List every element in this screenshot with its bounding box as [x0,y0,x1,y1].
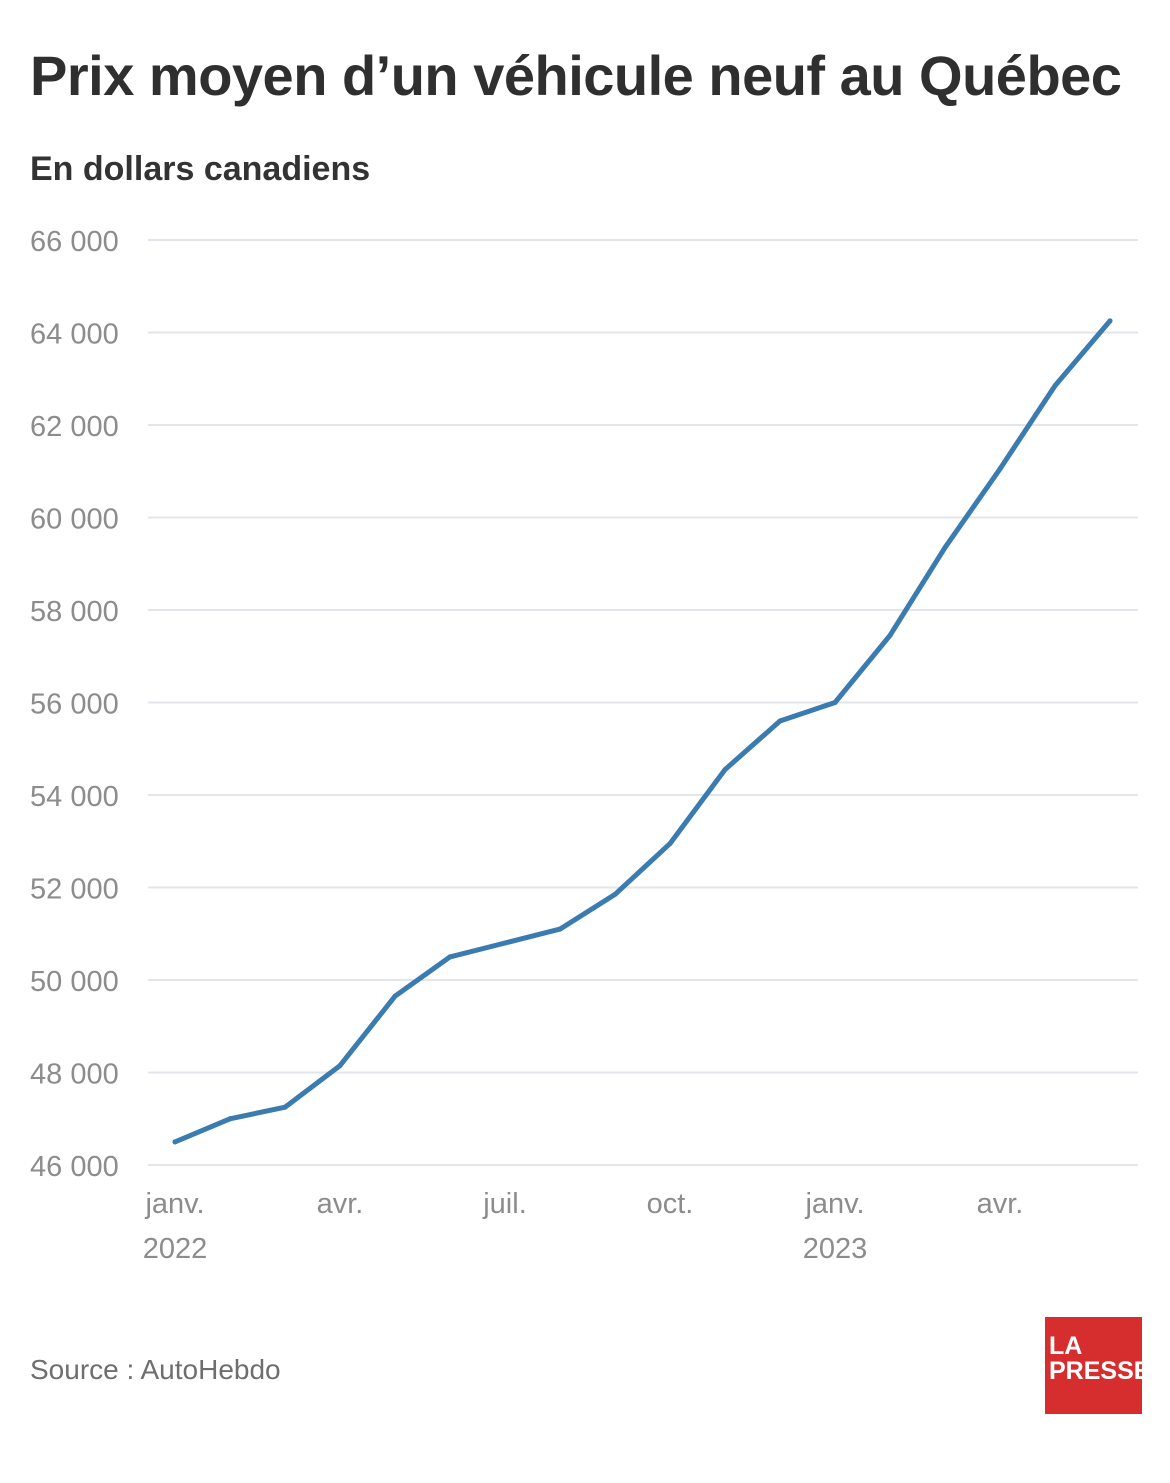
y-tick-label: 54 000 [30,781,119,813]
data-point [832,700,838,705]
la-presse-logo: LA PRESSE [1045,1317,1151,1414]
data-point [777,718,783,724]
chart-title: Prix moyen d’un véhicule neuf au Québec [30,44,1122,107]
data-point [557,926,563,932]
data-point [502,940,508,946]
data-point [392,993,398,999]
logo-line-1: LA [1049,1332,1083,1360]
data-point [447,954,453,960]
data-point [172,1139,178,1145]
gridlines [148,239,1138,1166]
series-layer [172,318,1113,1145]
series-line [172,318,1113,1145]
y-tick-label: 64 000 [30,319,119,351]
y-tick-label: 46 000 [30,1151,119,1183]
chart-subtitle: En dollars canadiens [30,150,371,188]
y-axis-ticks: 46 000 48 000 50 000 52 000 54 000 56 000 58 0… [30,226,119,1183]
data-point [1107,318,1113,324]
x-tick-year-label: 2023 [803,1233,868,1265]
data-point [722,767,728,773]
x-tick-year-label: 2022 [143,1233,208,1265]
x-tick-label: avr. [317,1188,364,1220]
x-tick-label: janv. [804,1188,864,1220]
y-tick-label: 52 000 [30,874,119,906]
data-point [1052,383,1058,389]
y-tick-label: 50 000 [30,966,119,998]
data-point [227,1116,233,1122]
y-tick-label: 62 000 [30,411,119,443]
data-point [997,466,1003,472]
data-point [282,1104,288,1110]
data-point [612,891,618,897]
logo-line-2: PRESSE [1049,1357,1151,1385]
data-point [887,632,893,638]
x-tick-label: avr. [977,1188,1024,1220]
x-tick-label: janv. [144,1188,204,1220]
data-point [942,545,948,551]
y-tick-label: 48 000 [30,1059,119,1091]
x-tick-label: oct. [647,1188,694,1220]
data-point [667,841,673,847]
source-note: Source : AutoHebdo [30,1354,281,1385]
x-axis-ticks: janv. 2022 avr. juil. oct. janv. 2023 avr. [143,1188,1024,1265]
line-chart: 46 000 48 000 50 000 52 000 54 000 56 000 58 0… [30,226,1138,1265]
data-point [337,1063,343,1069]
x-tick-label: juil. [482,1188,527,1220]
y-tick-label: 56 000 [30,689,119,721]
y-tick-label: 66 000 [30,226,119,258]
y-tick-label: 60 000 [30,504,119,536]
y-tick-label: 58 000 [30,596,119,628]
